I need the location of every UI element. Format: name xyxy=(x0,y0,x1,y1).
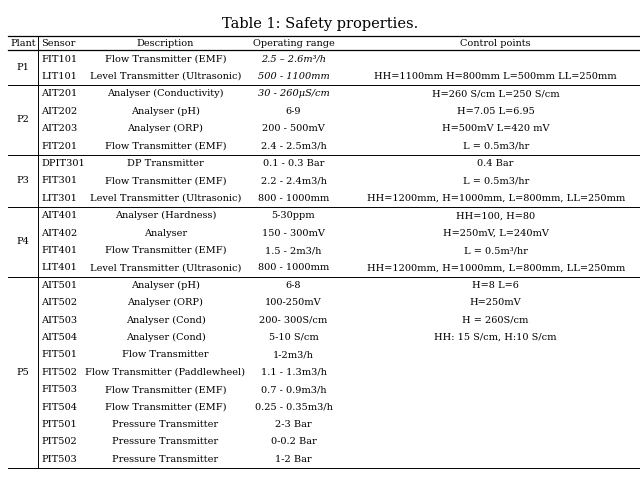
Text: Analyser (Hardness): Analyser (Hardness) xyxy=(115,211,216,220)
Text: Analyser (Cond): Analyser (Cond) xyxy=(125,333,205,342)
Text: HH=1200mm, H=1000mm, L=800mm, LL=250mm: HH=1200mm, H=1000mm, L=800mm, LL=250mm xyxy=(367,264,625,272)
Text: 1.5 - 2m3/h: 1.5 - 2m3/h xyxy=(265,246,322,255)
Text: Analyser (ORP): Analyser (ORP) xyxy=(127,298,204,307)
Text: FIT504: FIT504 xyxy=(41,403,77,411)
Text: 2.2 - 2.4m3/h: 2.2 - 2.4m3/h xyxy=(260,176,326,185)
Text: Table 1: Safety properties.: Table 1: Safety properties. xyxy=(222,17,418,31)
Text: 2.4 - 2.5m3/h: 2.4 - 2.5m3/h xyxy=(260,142,326,151)
Text: AIT203: AIT203 xyxy=(41,124,77,133)
Text: L = 0.5m³/hr: L = 0.5m³/hr xyxy=(464,246,527,255)
Text: FIT101: FIT101 xyxy=(41,55,77,63)
Text: 6-8: 6-8 xyxy=(285,281,301,290)
Text: 150 - 300mV: 150 - 300mV xyxy=(262,228,325,238)
Text: 200- 300S/cm: 200- 300S/cm xyxy=(259,316,328,324)
Text: AIT503: AIT503 xyxy=(41,316,77,324)
Text: FIT201: FIT201 xyxy=(41,142,77,151)
Text: 1-2m3/h: 1-2m3/h xyxy=(273,350,314,360)
Text: 5-10 S/cm: 5-10 S/cm xyxy=(269,333,318,342)
Text: 2-3 Bar: 2-3 Bar xyxy=(275,420,312,429)
Text: P5: P5 xyxy=(17,368,29,377)
Text: AIT202: AIT202 xyxy=(41,107,77,116)
Text: 500 - 1100mm: 500 - 1100mm xyxy=(257,72,330,81)
Text: 0.1 - 0.3 Bar: 0.1 - 0.3 Bar xyxy=(263,159,324,168)
Text: 0.4 Bar: 0.4 Bar xyxy=(477,159,514,168)
Text: H=8 L=6: H=8 L=6 xyxy=(472,281,519,290)
Text: 800 - 1000mm: 800 - 1000mm xyxy=(258,264,329,272)
Text: Control points: Control points xyxy=(460,39,531,48)
Text: Analyser (Cond): Analyser (Cond) xyxy=(125,315,205,324)
Text: PIT503: PIT503 xyxy=(41,455,77,464)
Text: P3: P3 xyxy=(16,176,29,185)
Text: H=260 S/cm L=250 S/cm: H=260 S/cm L=250 S/cm xyxy=(432,89,559,98)
Text: 2.5 – 2.6m³/h: 2.5 – 2.6m³/h xyxy=(261,55,326,63)
Text: 0-0.2 Bar: 0-0.2 Bar xyxy=(271,437,316,446)
Text: Sensor: Sensor xyxy=(41,39,76,48)
Text: H=7.05 L=6.95: H=7.05 L=6.95 xyxy=(457,107,534,116)
Text: H = 260S/cm: H = 260S/cm xyxy=(463,316,529,324)
Text: Description: Description xyxy=(137,39,194,48)
Text: LIT301: LIT301 xyxy=(41,194,77,203)
Text: FIT401: FIT401 xyxy=(41,246,77,255)
Text: AIT402: AIT402 xyxy=(41,228,77,238)
Text: Flow Transmitter (EMF): Flow Transmitter (EMF) xyxy=(105,246,226,255)
Text: 0.7 - 0.9m3/h: 0.7 - 0.9m3/h xyxy=(260,385,326,394)
Text: Pressure Transmitter: Pressure Transmitter xyxy=(113,437,218,446)
Text: LIT101: LIT101 xyxy=(41,72,77,81)
Text: Analyser (ORP): Analyser (ORP) xyxy=(127,124,204,133)
Text: Flow Transmitter (EMF): Flow Transmitter (EMF) xyxy=(105,55,226,63)
Text: H=250mV, L=240mV: H=250mV, L=240mV xyxy=(443,228,548,238)
Text: DP Transmitter: DP Transmitter xyxy=(127,159,204,168)
Text: FIT301: FIT301 xyxy=(41,176,77,185)
Text: Flow Transmitter: Flow Transmitter xyxy=(122,350,209,360)
Text: P1: P1 xyxy=(16,63,29,72)
Text: Level Transmitter (Ultrasonic): Level Transmitter (Ultrasonic) xyxy=(90,264,241,272)
Text: P4: P4 xyxy=(16,237,29,246)
Text: Flow Transmitter (Paddlewheel): Flow Transmitter (Paddlewheel) xyxy=(86,368,246,377)
Text: HH=1100mm H=800mm L=500mm LL=250mm: HH=1100mm H=800mm L=500mm LL=250mm xyxy=(374,72,617,81)
Text: Plant: Plant xyxy=(10,39,36,48)
Text: 30 - 260μS/cm: 30 - 260μS/cm xyxy=(257,89,330,98)
Text: HH: 15 S/cm, H:10 S/cm: HH: 15 S/cm, H:10 S/cm xyxy=(435,333,557,342)
Text: AIT201: AIT201 xyxy=(41,89,77,98)
Text: AIT502: AIT502 xyxy=(41,298,77,307)
Text: Pressure Transmitter: Pressure Transmitter xyxy=(113,420,218,429)
Text: L = 0.5m3/hr: L = 0.5m3/hr xyxy=(463,142,529,151)
Text: FIT501: FIT501 xyxy=(41,350,77,360)
Text: DPIT301: DPIT301 xyxy=(41,159,84,168)
Text: LIT401: LIT401 xyxy=(41,264,77,272)
Text: 6-9: 6-9 xyxy=(285,107,301,116)
Text: Analyser (pH): Analyser (pH) xyxy=(131,107,200,116)
Text: Level Transmitter (Ultrasonic): Level Transmitter (Ultrasonic) xyxy=(90,194,241,203)
Text: H=250mV: H=250mV xyxy=(470,298,522,307)
Text: L = 0.5m3/hr: L = 0.5m3/hr xyxy=(463,176,529,185)
Text: P2: P2 xyxy=(16,116,29,124)
Text: Analyser: Analyser xyxy=(144,228,187,238)
Text: HH=1200mm, H=1000mm, L=800mm, LL=250mm: HH=1200mm, H=1000mm, L=800mm, LL=250mm xyxy=(367,194,625,203)
Text: Flow Transmitter (EMF): Flow Transmitter (EMF) xyxy=(105,176,226,185)
Text: Operating range: Operating range xyxy=(253,39,334,48)
Text: 800 - 1000mm: 800 - 1000mm xyxy=(258,194,329,203)
Text: 100-250mV: 100-250mV xyxy=(265,298,322,307)
Text: FIT502: FIT502 xyxy=(41,368,77,377)
Text: 200 - 500mV: 200 - 500mV xyxy=(262,124,325,133)
Text: AIT504: AIT504 xyxy=(41,333,77,342)
Text: PIT501: PIT501 xyxy=(41,420,77,429)
Text: Flow Transmitter (EMF): Flow Transmitter (EMF) xyxy=(105,385,226,394)
Text: HH=100, H=80: HH=100, H=80 xyxy=(456,211,535,220)
Text: PIT502: PIT502 xyxy=(41,437,77,446)
Text: AIT401: AIT401 xyxy=(41,211,77,220)
Text: H=500mV L=420 mV: H=500mV L=420 mV xyxy=(442,124,549,133)
Text: AIT501: AIT501 xyxy=(41,281,77,290)
Text: 1-2 Bar: 1-2 Bar xyxy=(275,455,312,464)
Text: Pressure Transmitter: Pressure Transmitter xyxy=(113,455,218,464)
Text: Analyser (Conductivity): Analyser (Conductivity) xyxy=(107,89,224,98)
Text: Analyser (pH): Analyser (pH) xyxy=(131,281,200,290)
Text: Flow Transmitter (EMF): Flow Transmitter (EMF) xyxy=(105,142,226,151)
Text: Flow Transmitter (EMF): Flow Transmitter (EMF) xyxy=(105,403,226,411)
Text: FIT503: FIT503 xyxy=(41,385,77,394)
Text: 5-30ppm: 5-30ppm xyxy=(271,211,316,220)
Text: 1.1 - 1.3m3/h: 1.1 - 1.3m3/h xyxy=(260,368,326,377)
Text: Level Transmitter (Ultrasonic): Level Transmitter (Ultrasonic) xyxy=(90,72,241,81)
Text: 0.25 - 0.35m3/h: 0.25 - 0.35m3/h xyxy=(255,403,332,411)
